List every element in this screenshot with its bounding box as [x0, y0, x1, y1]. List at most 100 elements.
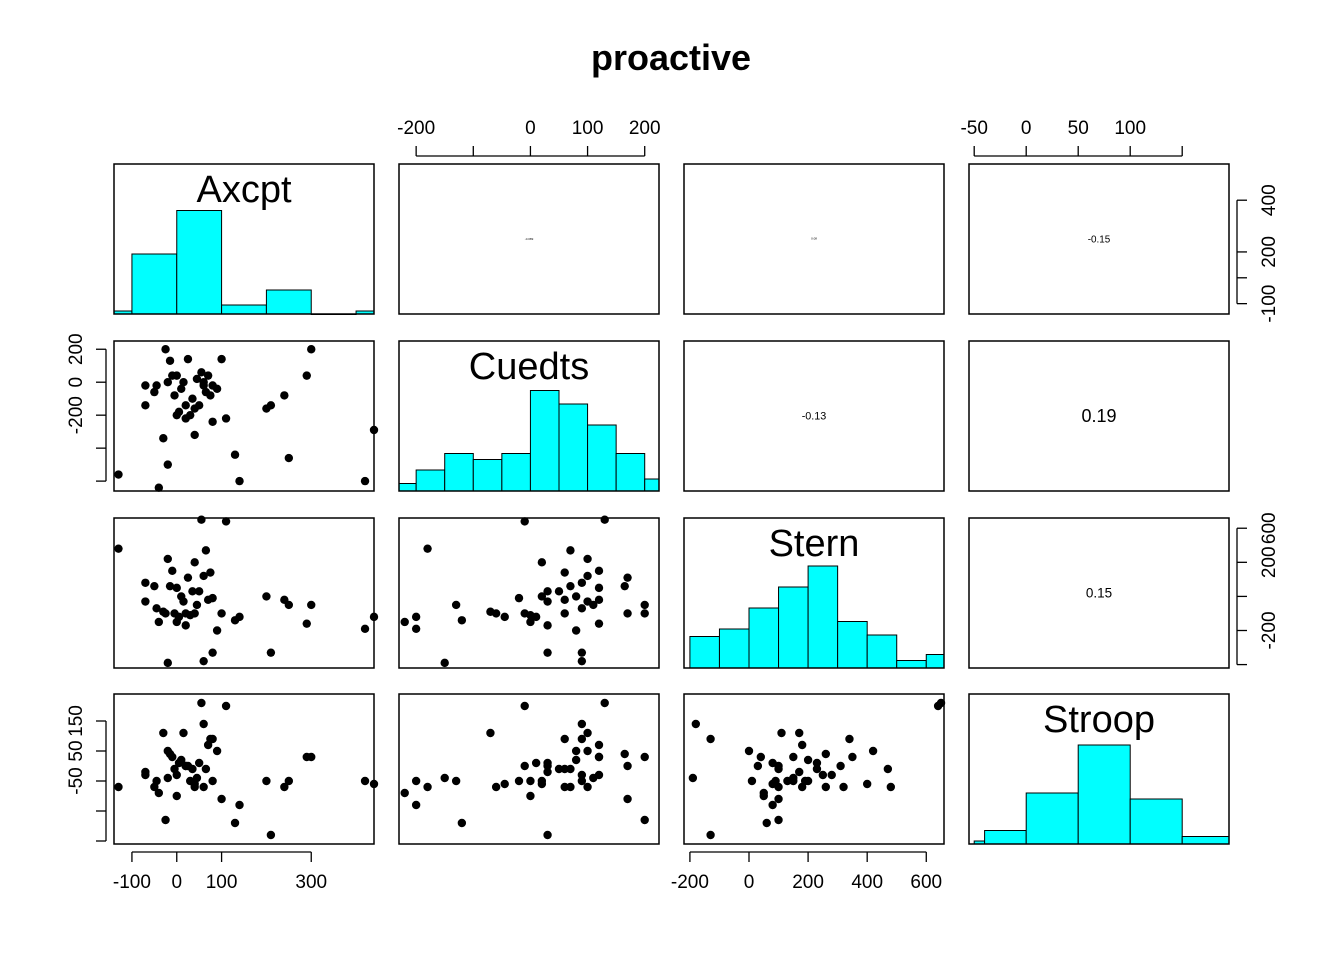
point-cuedts-stroop-39: [423, 782, 432, 792]
point-stern-stroop-4: [774, 815, 783, 825]
point-cuedts-stern-0: [577, 578, 587, 587]
point-cuedts-stern-34: [451, 600, 461, 610]
point-axcpt-stroop-27: [217, 794, 226, 804]
left-tick-label-cuedts-0: 200: [66, 333, 87, 365]
point-axcpt-cuedts-8: [170, 391, 179, 400]
point-stern-stroop-24: [845, 734, 854, 744]
point-cuedts-stern-43: [526, 617, 535, 627]
point-axcpt-stern-35: [302, 619, 311, 628]
bottom-tick-label-axcpt-1: 0: [171, 872, 182, 893]
point-cuedts-stroop-23: [594, 740, 604, 750]
top-tick-label-cuedts-2: 0: [525, 118, 536, 139]
point-cuedts-stern-35: [594, 619, 604, 628]
hist-bar-cuedts-5: [529, 390, 560, 492]
chart-title: proactive: [591, 37, 751, 78]
point-cuedts-stroop-30: [411, 800, 421, 810]
point-cuedts-stroop-18: [589, 773, 598, 783]
point-cuedts-stern-13: [543, 621, 552, 630]
point-axcpt-stroop-11: [177, 755, 186, 765]
point-axcpt-cuedts-27: [217, 354, 226, 364]
point-stern-stroop-39: [886, 782, 896, 792]
point-cuedts-stroop-22: [566, 764, 575, 774]
point-stern-stroop-34: [789, 776, 798, 786]
panel-frame-1-3: [968, 340, 1230, 492]
point-cuedts-stern-9: [594, 583, 604, 593]
variable-label-cuedts: Cuedts: [469, 346, 589, 388]
point-cuedts-stern-30: [411, 612, 421, 622]
point-axcpt-stern-9: [172, 583, 181, 593]
point-axcpt-stern-42: [163, 658, 172, 668]
point-cuedts-stern-44: [520, 609, 529, 618]
point-cuedts-stroop-40: [543, 767, 552, 777]
point-axcpt-cuedts-23: [203, 371, 213, 380]
correlation-2-3: 0.15: [1086, 586, 1112, 601]
point-axcpt-cuedts-1: [150, 387, 159, 397]
point-stern-stroop-36: [789, 752, 798, 762]
point-cuedts-stern-17: [491, 609, 501, 618]
right-tick-label-axcpt-0: 400: [1259, 184, 1280, 216]
point-cuedts-stroop-14: [623, 761, 632, 771]
point-axcpt-cuedts-4: [161, 345, 170, 354]
point-cuedts-stern-16: [554, 587, 564, 596]
point-axcpt-stern-1: [150, 581, 159, 591]
point-axcpt-stroop-4: [161, 815, 170, 825]
point-stern-stroop-16: [812, 764, 822, 774]
point-cuedts-stern-33: [560, 595, 569, 605]
point-axcpt-stroop-36: [307, 752, 316, 762]
point-axcpt-cuedts-39: [114, 470, 123, 479]
hist-bar-cuedts-8: [615, 453, 646, 492]
point-cuedts-stroop-44: [520, 761, 529, 771]
point-axcpt-cuedts-16: [188, 394, 197, 403]
point-stern-stroop-28: [933, 701, 943, 711]
point-cuedts-stroop-15: [526, 776, 535, 786]
hist-bar-stroop-3: [1077, 744, 1131, 845]
bottom-tick-label-stern-2: 200: [792, 872, 824, 893]
point-cuedts-stroop-34: [451, 776, 461, 786]
panel-frame-3-3: [968, 693, 1230, 845]
point-axcpt-stern-25: [208, 593, 217, 603]
point-cuedts-stern-1: [566, 581, 575, 591]
point-axcpt-stroop-26: [212, 746, 222, 756]
hist-bar-stroop-4: [1129, 798, 1183, 845]
point-axcpt-stroop-46: [199, 719, 208, 729]
hist-bar-axcpt-2: [176, 210, 223, 315]
point-axcpt-cuedts-47: [208, 381, 217, 390]
point-axcpt-stroop-21: [199, 782, 208, 792]
left-tick-label-stroop-1: 50: [66, 740, 87, 761]
hist-bar-stern-2: [748, 607, 780, 669]
bottom-tick-label-stern-4: 600: [910, 872, 942, 893]
point-axcpt-stern-47: [208, 648, 217, 657]
point-cuedts-stern-46: [577, 656, 587, 666]
point-cuedts-stroop-45: [537, 779, 547, 789]
bottom-tick-label-stern-0: -200: [671, 872, 709, 893]
point-axcpt-cuedts-18: [192, 374, 202, 384]
point-axcpt-cuedts-30: [235, 476, 244, 486]
top-tick-label-stroop-2: 50: [1068, 118, 1089, 139]
hist-bar-stern-5: [837, 621, 868, 669]
point-axcpt-cuedts-2: [152, 381, 161, 390]
point-axcpt-stern-36: [307, 600, 316, 610]
hist-bar-stern-0: [689, 636, 720, 669]
point-axcpt-stern-4: [161, 609, 170, 618]
point-cuedts-stern-32: [543, 648, 552, 657]
panel-frame-2-1: [398, 517, 660, 669]
point-stern-stroop-42: [688, 773, 698, 783]
correlation-1-2: -0.13: [802, 411, 827, 423]
point-cuedts-stroop-3: [486, 728, 495, 738]
point-cuedts-stroop-17: [491, 782, 501, 792]
panel-frame-1-0: [113, 340, 375, 492]
point-axcpt-stroop-20: [197, 698, 206, 708]
point-axcpt-cuedts-33: [280, 391, 289, 400]
point-stern-stroop-26: [744, 746, 754, 756]
point-stern-stroop-44: [774, 761, 783, 771]
point-axcpt-stern-17: [190, 609, 199, 618]
point-cuedts-stern-24: [560, 568, 569, 577]
point-axcpt-stern-31: [262, 592, 271, 601]
panel-frame-3-0: [113, 693, 375, 845]
hist-bar-cuedts-3: [472, 459, 503, 492]
point-axcpt-stern-30: [235, 612, 244, 622]
point-axcpt-stroop-32: [266, 830, 276, 840]
point-axcpt-cuedts-45: [190, 404, 199, 413]
point-axcpt-cuedts-29: [230, 450, 240, 459]
point-axcpt-cuedts-14: [183, 354, 193, 364]
